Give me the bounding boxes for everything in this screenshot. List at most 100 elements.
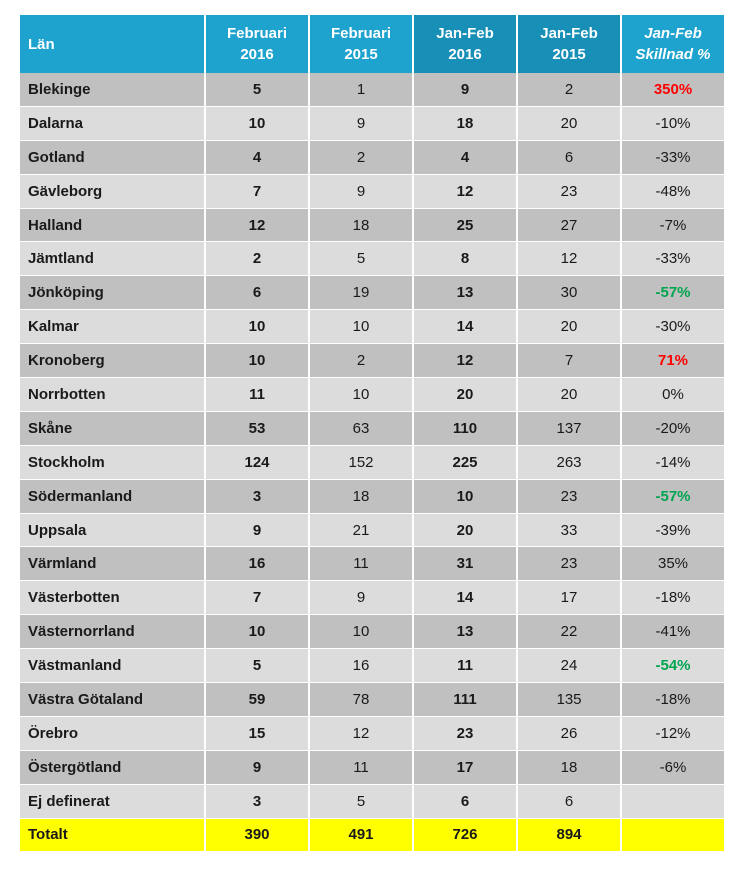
cell-diff: -33% [622,140,724,175]
cell-janfeb-2016: 4 [414,140,516,175]
cell-janfeb-2015: 24 [518,649,620,684]
header-janfeb-2015: Jan-Feb 2015 [518,15,620,73]
cell-diff: -18% [622,581,724,616]
table-row: Ej definerat 3 5 6 6 [20,784,724,819]
table-row: Blekinge 5 1 9 2 350% [20,73,724,107]
cell-feb-2015: 5 [310,784,412,819]
cell-feb-2016: 4 [206,140,308,175]
header-lan-label: Län [28,35,55,53]
cell-janfeb-2016: 225 [414,445,516,480]
cell-lan: Västernorrland [20,615,204,650]
cell-feb-2015: 10 [310,310,412,345]
table-row: Uppsala 9 21 20 33 -39% [20,513,724,548]
header-line-1: Jan-Feb [644,25,702,42]
cell-feb-2015: 21 [310,513,412,548]
cell-lan: Uppsala [20,513,204,548]
cell-lan: Halland [20,208,204,243]
table-row: Västerbotten 7 9 14 17 -18% [20,581,724,616]
cell-janfeb-2015: 7 [518,344,620,379]
cell-janfeb-2016: 20 [414,513,516,548]
cell-diff: -18% [622,683,724,717]
cell-feb-2016: 6 [206,276,308,311]
cell-feb-2015: 2 [310,344,412,379]
cell-lan: Västerbotten [20,581,204,616]
cell-lan: Stockholm [20,445,204,480]
header-line-1: Jan-Feb [540,25,598,42]
table-row: Örebro 15 12 23 26 -12% [20,716,724,751]
cell-lan: Kalmar [20,310,204,345]
cell-diff: -39% [622,513,724,548]
table-row: Västernorrland 10 10 13 22 -41% [20,615,724,650]
table-row: Gotland 4 2 4 6 -33% [20,140,724,175]
cell-lan: Norrbotten [20,378,204,412]
header-line-1: Februari [226,25,287,42]
total-janfeb-2016: 726 [414,818,516,851]
table-row: Jämtland 2 5 8 12 -33% [20,242,724,277]
cell-janfeb-2015: 6 [518,784,620,819]
cell-janfeb-2015: 263 [518,445,620,480]
cell-lan: Östergötland [20,750,204,785]
cell-lan: Jönköping [20,276,204,311]
cell-feb-2016: 5 [206,73,308,107]
cell-lan: Dalarna [20,106,204,141]
cell-feb-2016: 124 [206,445,308,480]
cell-diff: -14% [622,445,724,480]
cell-lan: Södermanland [20,479,204,514]
cell-feb-2015: 9 [310,106,412,141]
cell-diff: -12% [622,716,724,751]
cell-janfeb-2015: 6 [518,140,620,175]
cell-feb-2015: 5 [310,242,412,277]
header-line-2: 2015 [552,46,586,63]
total-label: Totalt [20,818,204,851]
county-statistics-table: Län Februari 2016 Februari 2015 Jan-Feb … [18,15,726,851]
cell-lan: Örebro [20,716,204,751]
cell-diff: -7% [622,208,724,243]
cell-janfeb-2015: 20 [518,310,620,345]
cell-janfeb-2016: 14 [414,581,516,616]
cell-diff: -41% [622,615,724,650]
cell-lan: Ej definerat [20,784,204,819]
cell-diff: 0% [622,378,724,412]
cell-feb-2015: 18 [310,208,412,243]
cell-lan: Västra Götaland [20,683,204,717]
cell-janfeb-2016: 25 [414,208,516,243]
cell-janfeb-2016: 23 [414,716,516,751]
cell-janfeb-2016: 6 [414,784,516,819]
cell-diff [622,784,724,819]
cell-feb-2016: 9 [206,513,308,548]
cell-janfeb-2016: 8 [414,242,516,277]
cell-feb-2015: 11 [310,547,412,582]
cell-lan: Jämtland [20,242,204,277]
cell-feb-2016: 12 [206,208,308,243]
header-line-1: Jan-Feb [436,25,494,42]
cell-janfeb-2015: 23 [518,547,620,582]
cell-feb-2016: 3 [206,479,308,514]
cell-feb-2016: 2 [206,242,308,277]
table-row: Västmanland 5 16 11 24 -54% [20,649,724,684]
cell-feb-2015: 12 [310,716,412,751]
cell-feb-2015: 11 [310,750,412,785]
cell-feb-2015: 18 [310,479,412,514]
cell-lan: Kronoberg [20,344,204,379]
table-row: Kalmar 10 10 14 20 -30% [20,310,724,345]
table-row: Norrbotten 11 10 20 20 0% [20,378,724,412]
header-janfeb-2016: Jan-Feb 2016 [414,15,516,73]
header-line-2: Skillnad % [635,46,711,63]
table-row: Stockholm 124 152 225 263 -14% [20,445,724,480]
cell-janfeb-2015: 17 [518,581,620,616]
cell-feb-2015: 16 [310,649,412,684]
cell-janfeb-2016: 31 [414,547,516,582]
header-feb-2016: Februari 2016 [206,15,308,73]
table-row: Gävleborg 7 9 12 23 -48% [20,174,724,209]
cell-feb-2015: 152 [310,445,412,480]
header-janfeb-diff: Jan-Feb Skillnad % [622,15,724,73]
cell-feb-2015: 1 [310,73,412,107]
cell-janfeb-2015: 137 [518,411,620,446]
cell-feb-2016: 10 [206,615,308,650]
cell-janfeb-2016: 13 [414,615,516,650]
table-row: Södermanland 3 18 10 23 -57% [20,479,724,514]
cell-feb-2015: 10 [310,615,412,650]
cell-diff: -10% [622,106,724,141]
cell-diff: -57% [622,276,724,311]
cell-diff: 71% [622,344,724,379]
